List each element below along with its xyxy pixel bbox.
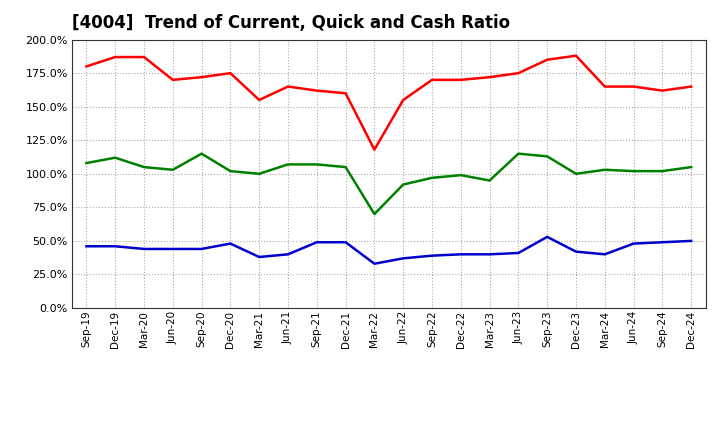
Quick Ratio bbox=[82, 161, 91, 166]
Current Ratio bbox=[284, 84, 292, 89]
Quick Ratio bbox=[370, 211, 379, 216]
Quick Ratio bbox=[255, 171, 264, 176]
Current Ratio bbox=[111, 55, 120, 60]
Current Ratio bbox=[399, 97, 408, 103]
Cash Ratio bbox=[629, 241, 638, 246]
Line: Cash Ratio: Cash Ratio bbox=[86, 237, 691, 264]
Line: Current Ratio: Current Ratio bbox=[86, 56, 691, 150]
Current Ratio bbox=[197, 74, 206, 80]
Line: Quick Ratio: Quick Ratio bbox=[86, 154, 691, 214]
Current Ratio bbox=[255, 97, 264, 103]
Cash Ratio bbox=[600, 252, 609, 257]
Quick Ratio bbox=[514, 151, 523, 156]
Current Ratio bbox=[543, 57, 552, 62]
Quick Ratio bbox=[197, 151, 206, 156]
Cash Ratio bbox=[111, 244, 120, 249]
Current Ratio bbox=[629, 84, 638, 89]
Quick Ratio bbox=[140, 165, 148, 170]
Quick Ratio bbox=[600, 167, 609, 172]
Quick Ratio bbox=[399, 182, 408, 187]
Quick Ratio bbox=[341, 165, 350, 170]
Quick Ratio bbox=[284, 162, 292, 167]
Cash Ratio bbox=[428, 253, 436, 258]
Cash Ratio bbox=[485, 252, 494, 257]
Text: [4004]  Trend of Current, Quick and Cash Ratio: [4004] Trend of Current, Quick and Cash … bbox=[72, 15, 510, 33]
Quick Ratio bbox=[111, 155, 120, 160]
Quick Ratio bbox=[572, 171, 580, 176]
Cash Ratio bbox=[255, 254, 264, 260]
Quick Ratio bbox=[168, 167, 177, 172]
Quick Ratio bbox=[629, 169, 638, 174]
Current Ratio bbox=[341, 91, 350, 96]
Cash Ratio bbox=[687, 238, 696, 244]
Cash Ratio bbox=[399, 256, 408, 261]
Cash Ratio bbox=[456, 252, 465, 257]
Cash Ratio bbox=[572, 249, 580, 254]
Cash Ratio bbox=[370, 261, 379, 266]
Current Ratio bbox=[687, 84, 696, 89]
Quick Ratio bbox=[428, 175, 436, 180]
Quick Ratio bbox=[658, 169, 667, 174]
Current Ratio bbox=[226, 70, 235, 76]
Cash Ratio bbox=[82, 244, 91, 249]
Quick Ratio bbox=[485, 178, 494, 183]
Current Ratio bbox=[600, 84, 609, 89]
Cash Ratio bbox=[197, 246, 206, 252]
Cash Ratio bbox=[168, 246, 177, 252]
Quick Ratio bbox=[456, 172, 465, 178]
Cash Ratio bbox=[543, 234, 552, 239]
Cash Ratio bbox=[341, 240, 350, 245]
Current Ratio bbox=[658, 88, 667, 93]
Quick Ratio bbox=[226, 169, 235, 174]
Quick Ratio bbox=[312, 162, 321, 167]
Legend: Current Ratio, Quick Ratio, Cash Ratio: Current Ratio, Quick Ratio, Cash Ratio bbox=[186, 435, 592, 440]
Quick Ratio bbox=[543, 154, 552, 159]
Cash Ratio bbox=[514, 250, 523, 256]
Current Ratio bbox=[428, 77, 436, 82]
Current Ratio bbox=[514, 70, 523, 76]
Cash Ratio bbox=[140, 246, 148, 252]
Cash Ratio bbox=[284, 252, 292, 257]
Current Ratio bbox=[82, 64, 91, 69]
Quick Ratio bbox=[687, 165, 696, 170]
Current Ratio bbox=[572, 53, 580, 59]
Current Ratio bbox=[370, 147, 379, 152]
Cash Ratio bbox=[312, 240, 321, 245]
Current Ratio bbox=[168, 77, 177, 82]
Current Ratio bbox=[140, 55, 148, 60]
Cash Ratio bbox=[226, 241, 235, 246]
Current Ratio bbox=[312, 88, 321, 93]
Current Ratio bbox=[456, 77, 465, 82]
Cash Ratio bbox=[658, 240, 667, 245]
Current Ratio bbox=[485, 74, 494, 80]
